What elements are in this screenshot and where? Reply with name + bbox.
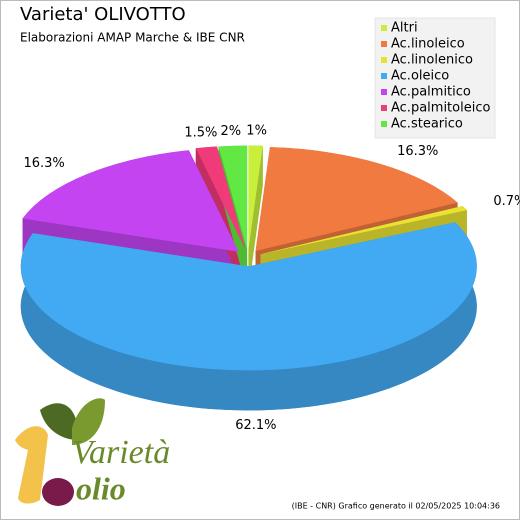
legend: AltriAc.linoleicoAc.linolenicoAc.oleicoA… xyxy=(374,17,496,139)
slice xyxy=(22,150,239,252)
slice xyxy=(255,147,458,251)
logo-text: olio xyxy=(76,470,126,506)
data-label: 1% xyxy=(246,124,267,139)
legend-swatch xyxy=(381,105,387,111)
data-label: 2% xyxy=(220,124,241,139)
legend-label: Ac.palmitico xyxy=(391,85,471,100)
legend-swatch xyxy=(381,73,387,79)
leaf xyxy=(40,403,79,440)
legend-box xyxy=(374,17,496,139)
data-label: 1.5% xyxy=(184,125,217,140)
chart-title: Varieta' OLIVOTTO xyxy=(20,4,186,25)
legend-label: Ac.palmitoleico xyxy=(391,101,490,116)
legend-label: Ac.linoleico xyxy=(391,37,465,52)
legend-swatch xyxy=(381,41,387,47)
logo: Varietà olio xyxy=(15,398,170,506)
data-label: 16.3% xyxy=(23,156,64,171)
legend-label: Ac.oleico xyxy=(391,69,449,84)
slice-edge xyxy=(248,145,263,290)
chart-subtitle: Elaborazioni AMAP Marche & IBE CNR xyxy=(20,31,245,45)
slice xyxy=(20,222,477,371)
slice xyxy=(218,145,248,250)
leaf xyxy=(72,398,105,445)
legend-swatch xyxy=(381,57,387,63)
legend-swatch xyxy=(381,121,387,127)
logo-text: Varietà xyxy=(72,434,170,471)
slice xyxy=(260,205,467,255)
slice-side xyxy=(20,222,477,411)
logo-one xyxy=(15,426,48,504)
olive xyxy=(42,478,74,506)
legend-swatch xyxy=(381,89,387,95)
data-label: 16.3% xyxy=(397,144,438,159)
slice xyxy=(195,146,246,250)
legend-label: Ac.stearico xyxy=(391,117,463,132)
footer: (IBE - CNR) Grafico generato il 02/05/20… xyxy=(292,502,500,511)
legend-label: Altri xyxy=(391,21,418,36)
data-label: 62.1% xyxy=(235,418,276,433)
legend-label: Ac.linolenico xyxy=(391,53,473,68)
legend-swatch xyxy=(381,25,387,31)
pie-tops xyxy=(20,145,477,371)
data-label: 0.7% xyxy=(493,194,520,209)
slice xyxy=(248,145,263,250)
